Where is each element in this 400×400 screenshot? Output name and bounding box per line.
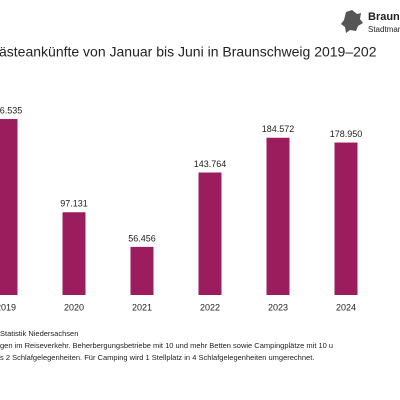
bar (0, 119, 18, 295)
chart-title: ästeankünfte von Januar bis Juni in Brau… (0, 44, 377, 60)
note: s 2 Schlafgelegenheiten. Für Camping wir… (0, 353, 314, 362)
x-tick-label: 2019 (0, 302, 16, 312)
x-tick-label: 2024 (336, 302, 356, 312)
plot-area: 206.535 2019 97.131 2020 56.456 2021 143.764 20… (0, 105, 362, 312)
bar (334, 142, 358, 295)
logo: Braunschweig Stadtmarketing (341, 10, 400, 34)
note: gen im Reiseverkehr. Beherbergungsbetrie… (0, 341, 333, 350)
x-tick-label: 2022 (200, 302, 220, 312)
data-label: 206.535 (0, 105, 22, 115)
x-tick-label: 2020 (64, 302, 84, 312)
data-label: 56.456 (128, 233, 156, 243)
bar (198, 172, 222, 295)
bar (62, 212, 86, 295)
logo-name: Braunschweig (368, 11, 400, 23)
x-tick-label: 2023 (268, 302, 288, 312)
data-label: 143.764 (194, 159, 227, 169)
data-label: 178.950 (330, 129, 363, 139)
bar (130, 246, 154, 295)
data-label: 97.131 (60, 199, 88, 209)
data-label: 184.572 (262, 124, 295, 134)
source-note: Statistik Niedersachsen (0, 329, 78, 338)
logo-icon (341, 10, 363, 33)
logo-subtitle: Stadtmarketing (368, 25, 400, 34)
bar (266, 137, 290, 295)
x-tick-label: 2021 (132, 302, 152, 312)
